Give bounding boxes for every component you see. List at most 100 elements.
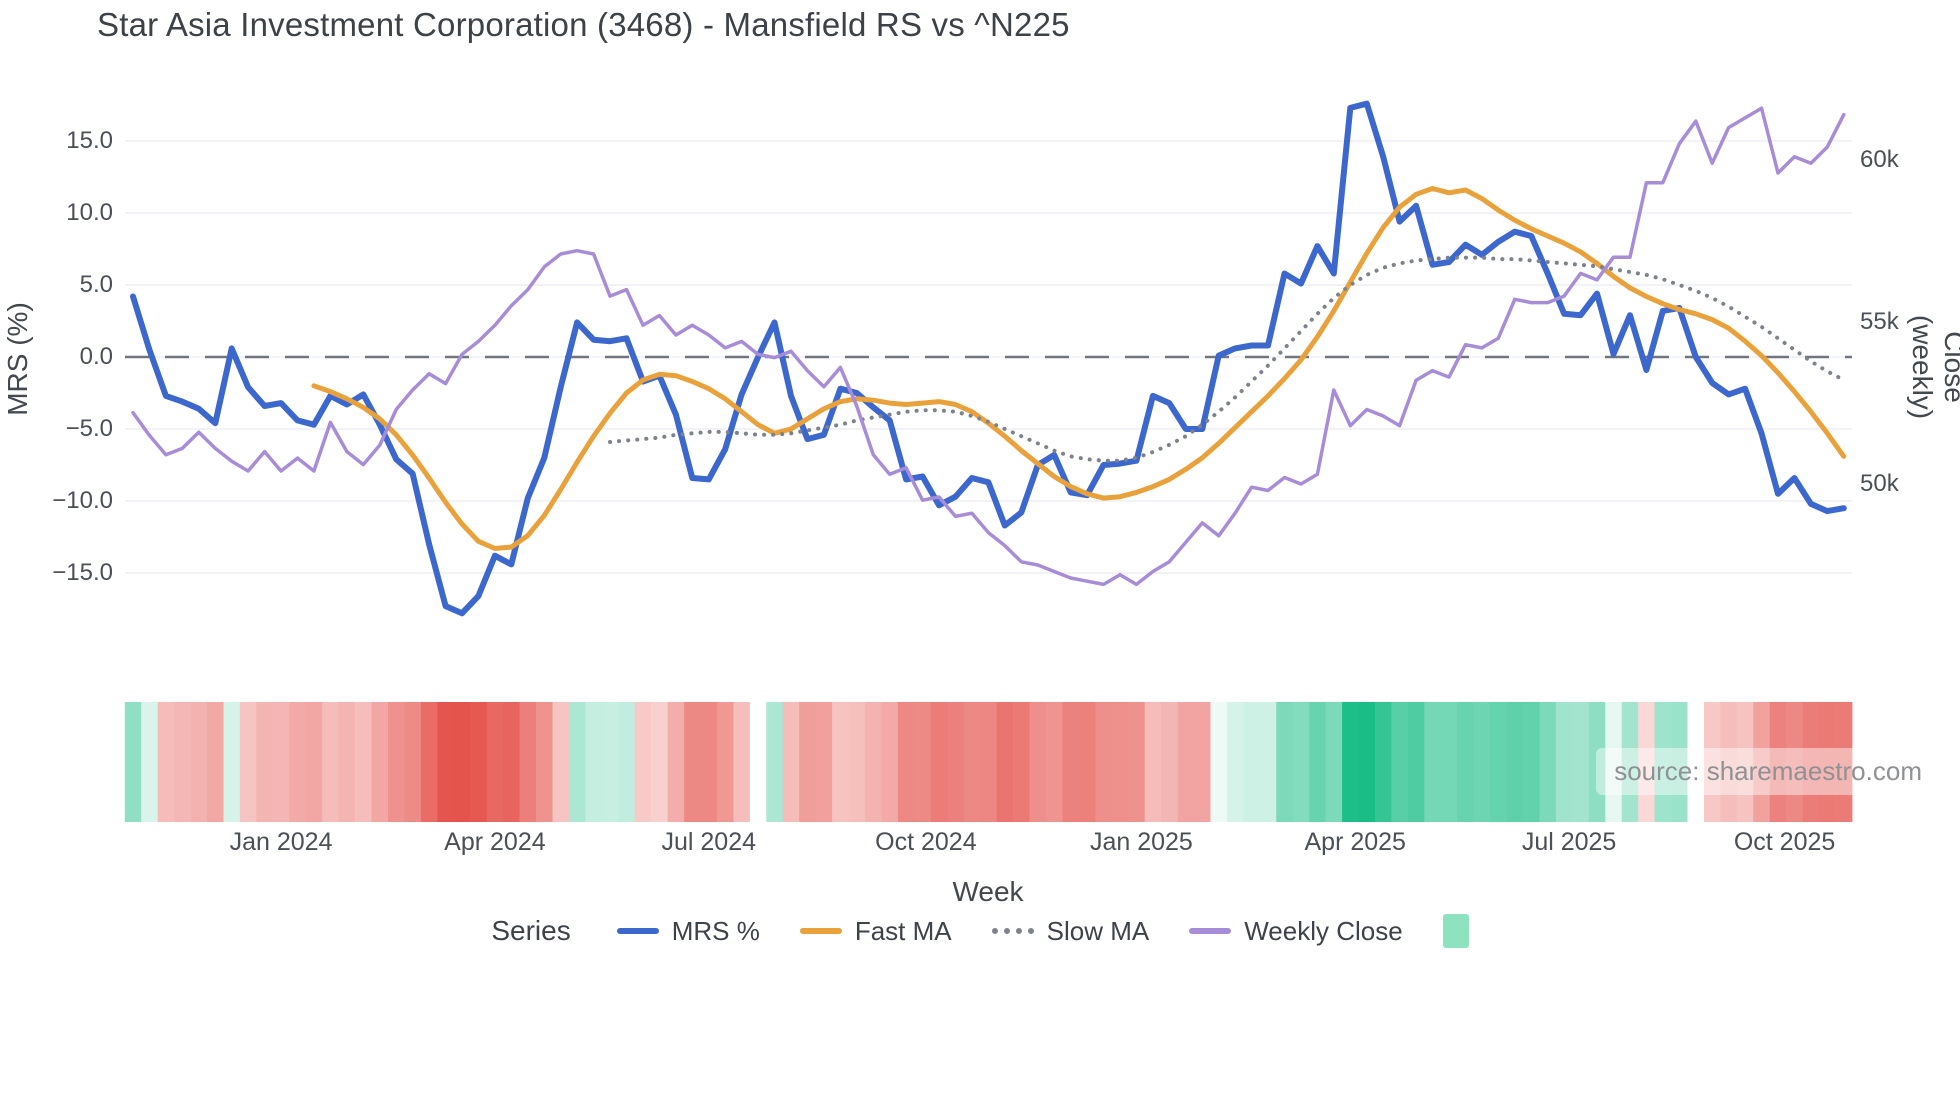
heatmap-cell[interactable]	[437, 702, 455, 822]
heatmap-cell[interactable]	[190, 702, 208, 822]
heatmap-cell[interactable]	[1342, 702, 1359, 822]
heatmap-cell[interactable]	[289, 702, 307, 822]
heatmap-cell[interactable]	[980, 702, 997, 822]
heatmap-cell[interactable]	[1177, 702, 1195, 822]
heatmap-cell[interactable]	[1309, 702, 1326, 822]
heatmap-cell[interactable]	[799, 702, 816, 822]
heatmap-cell[interactable]	[1078, 702, 1096, 822]
heatmap-cell[interactable]	[519, 702, 537, 822]
heatmap-cell[interactable]	[1046, 702, 1063, 822]
heatmap-cell[interactable]	[1621, 702, 1639, 822]
heatmap-cell[interactable]	[552, 702, 570, 822]
heatmap-cell[interactable]	[322, 702, 339, 822]
heatmap-cell[interactable]	[453, 702, 471, 822]
heatmap-cell[interactable]	[1128, 702, 1145, 822]
heatmap-cell[interactable]	[223, 702, 241, 822]
heatmap-cell[interactable]	[914, 702, 932, 822]
heatmap-cell[interactable]	[1358, 702, 1376, 822]
heatmap-cell[interactable]	[338, 702, 356, 822]
heatmap-cell[interactable]	[1802, 702, 1820, 822]
heatmap-cell[interactable]	[256, 702, 274, 822]
heatmap-cell[interactable]	[749, 702, 767, 822]
heatmap-cell[interactable]	[717, 702, 734, 822]
heatmap-cell[interactable]	[848, 702, 866, 822]
heatmap-cell[interactable]	[1292, 702, 1310, 822]
heatmap-cell[interactable]	[1161, 702, 1178, 822]
heatmap-cell[interactable]	[1144, 702, 1162, 822]
heatmap-cell[interactable]	[404, 702, 422, 822]
heatmap-cell[interactable]	[1490, 702, 1507, 822]
heatmap-cell[interactable]	[1325, 702, 1343, 822]
heatmap-cell[interactable]	[1769, 702, 1787, 822]
heatmap-cell[interactable]	[1720, 702, 1738, 822]
heatmap-cell[interactable]	[420, 702, 438, 822]
heatmap-cell[interactable]	[124, 702, 142, 822]
heatmap-cell[interactable]	[1506, 702, 1524, 822]
heatmap-cell[interactable]	[1276, 702, 1294, 822]
heatmap-cell[interactable]	[1210, 702, 1228, 822]
legend-item-weekly-close[interactable]: Weekly Close	[1189, 916, 1403, 947]
heatmap-cell[interactable]	[1572, 702, 1590, 822]
heatmap-cell[interactable]	[141, 702, 158, 822]
heatmap-cell[interactable]	[1819, 702, 1836, 822]
heatmap-cell[interactable]	[815, 702, 833, 822]
heatmap-cell[interactable]	[1523, 702, 1540, 822]
heatmap-cell[interactable]	[1654, 702, 1672, 822]
heatmap-cell[interactable]	[1555, 702, 1573, 822]
heatmap-cell[interactable]	[897, 702, 915, 822]
heatmap-cell[interactable]	[651, 702, 668, 822]
heatmap-cell[interactable]	[930, 702, 948, 822]
heatmap-cell[interactable]	[536, 702, 553, 822]
heatmap-cell[interactable]	[305, 702, 323, 822]
heatmap-cell[interactable]	[601, 702, 619, 822]
heatmap-cell[interactable]	[371, 702, 389, 822]
heatmap-cell[interactable]	[1753, 702, 1771, 822]
heatmap-cell[interactable]	[355, 702, 372, 822]
heatmap-cell[interactable]	[207, 702, 224, 822]
heatmap-cell[interactable]	[1605, 702, 1623, 822]
legend-item-mrs-[interactable]: MRS %	[616, 916, 760, 947]
heatmap-cell[interactable]	[700, 702, 718, 822]
heatmap-cell[interactable]	[1539, 702, 1557, 822]
heatmap-cell[interactable]	[618, 702, 636, 822]
heatmap-cell[interactable]	[1259, 702, 1277, 822]
heatmap-cell[interactable]	[585, 702, 603, 822]
heatmap-cell[interactable]	[832, 702, 849, 822]
legend-item-heatmap[interactable]	[1442, 914, 1469, 948]
heatmap-cell[interactable]	[157, 702, 175, 822]
heatmap-cell[interactable]	[503, 702, 520, 822]
heatmap-cell[interactable]	[1687, 702, 1705, 822]
heatmap-cell[interactable]	[667, 702, 685, 822]
heatmap-cell[interactable]	[1638, 702, 1655, 822]
heatmap-cell[interactable]	[272, 702, 290, 822]
legend-item-fast-ma[interactable]: Fast MA	[799, 916, 952, 947]
heatmap-cell[interactable]	[963, 702, 981, 822]
heatmap-cell[interactable]	[782, 702, 800, 822]
heatmap-cell[interactable]	[947, 702, 965, 822]
heatmap-cell[interactable]	[1835, 702, 1853, 822]
heatmap-cell[interactable]	[733, 702, 751, 822]
heatmap-cell[interactable]	[486, 702, 504, 822]
heatmap-cell[interactable]	[239, 702, 257, 822]
heatmap-cell[interactable]	[1440, 702, 1458, 822]
heatmap-cell[interactable]	[1588, 702, 1606, 822]
heatmap-cell[interactable]	[1243, 702, 1261, 822]
heatmap-cell[interactable]	[1095, 702, 1113, 822]
heatmap-cell[interactable]	[1226, 702, 1244, 822]
heatmap-cell[interactable]	[1473, 702, 1491, 822]
heatmap-cell[interactable]	[1457, 702, 1474, 822]
heatmap-cell[interactable]	[174, 702, 191, 822]
heatmap-cell[interactable]	[1375, 702, 1392, 822]
heatmap-cell[interactable]	[684, 702, 701, 822]
heatmap-cell[interactable]	[1013, 702, 1030, 822]
heatmap-cell[interactable]	[634, 702, 652, 822]
heatmap-cell[interactable]	[996, 702, 1014, 822]
heatmap-cell[interactable]	[388, 702, 405, 822]
heatmap-cell[interactable]	[1704, 702, 1721, 822]
heatmap-cell[interactable]	[1391, 702, 1409, 822]
heatmap-cell[interactable]	[1407, 702, 1425, 822]
heatmap-cell[interactable]	[1062, 702, 1080, 822]
heatmap-cell[interactable]	[1424, 702, 1442, 822]
heatmap-cell[interactable]	[1786, 702, 1803, 822]
